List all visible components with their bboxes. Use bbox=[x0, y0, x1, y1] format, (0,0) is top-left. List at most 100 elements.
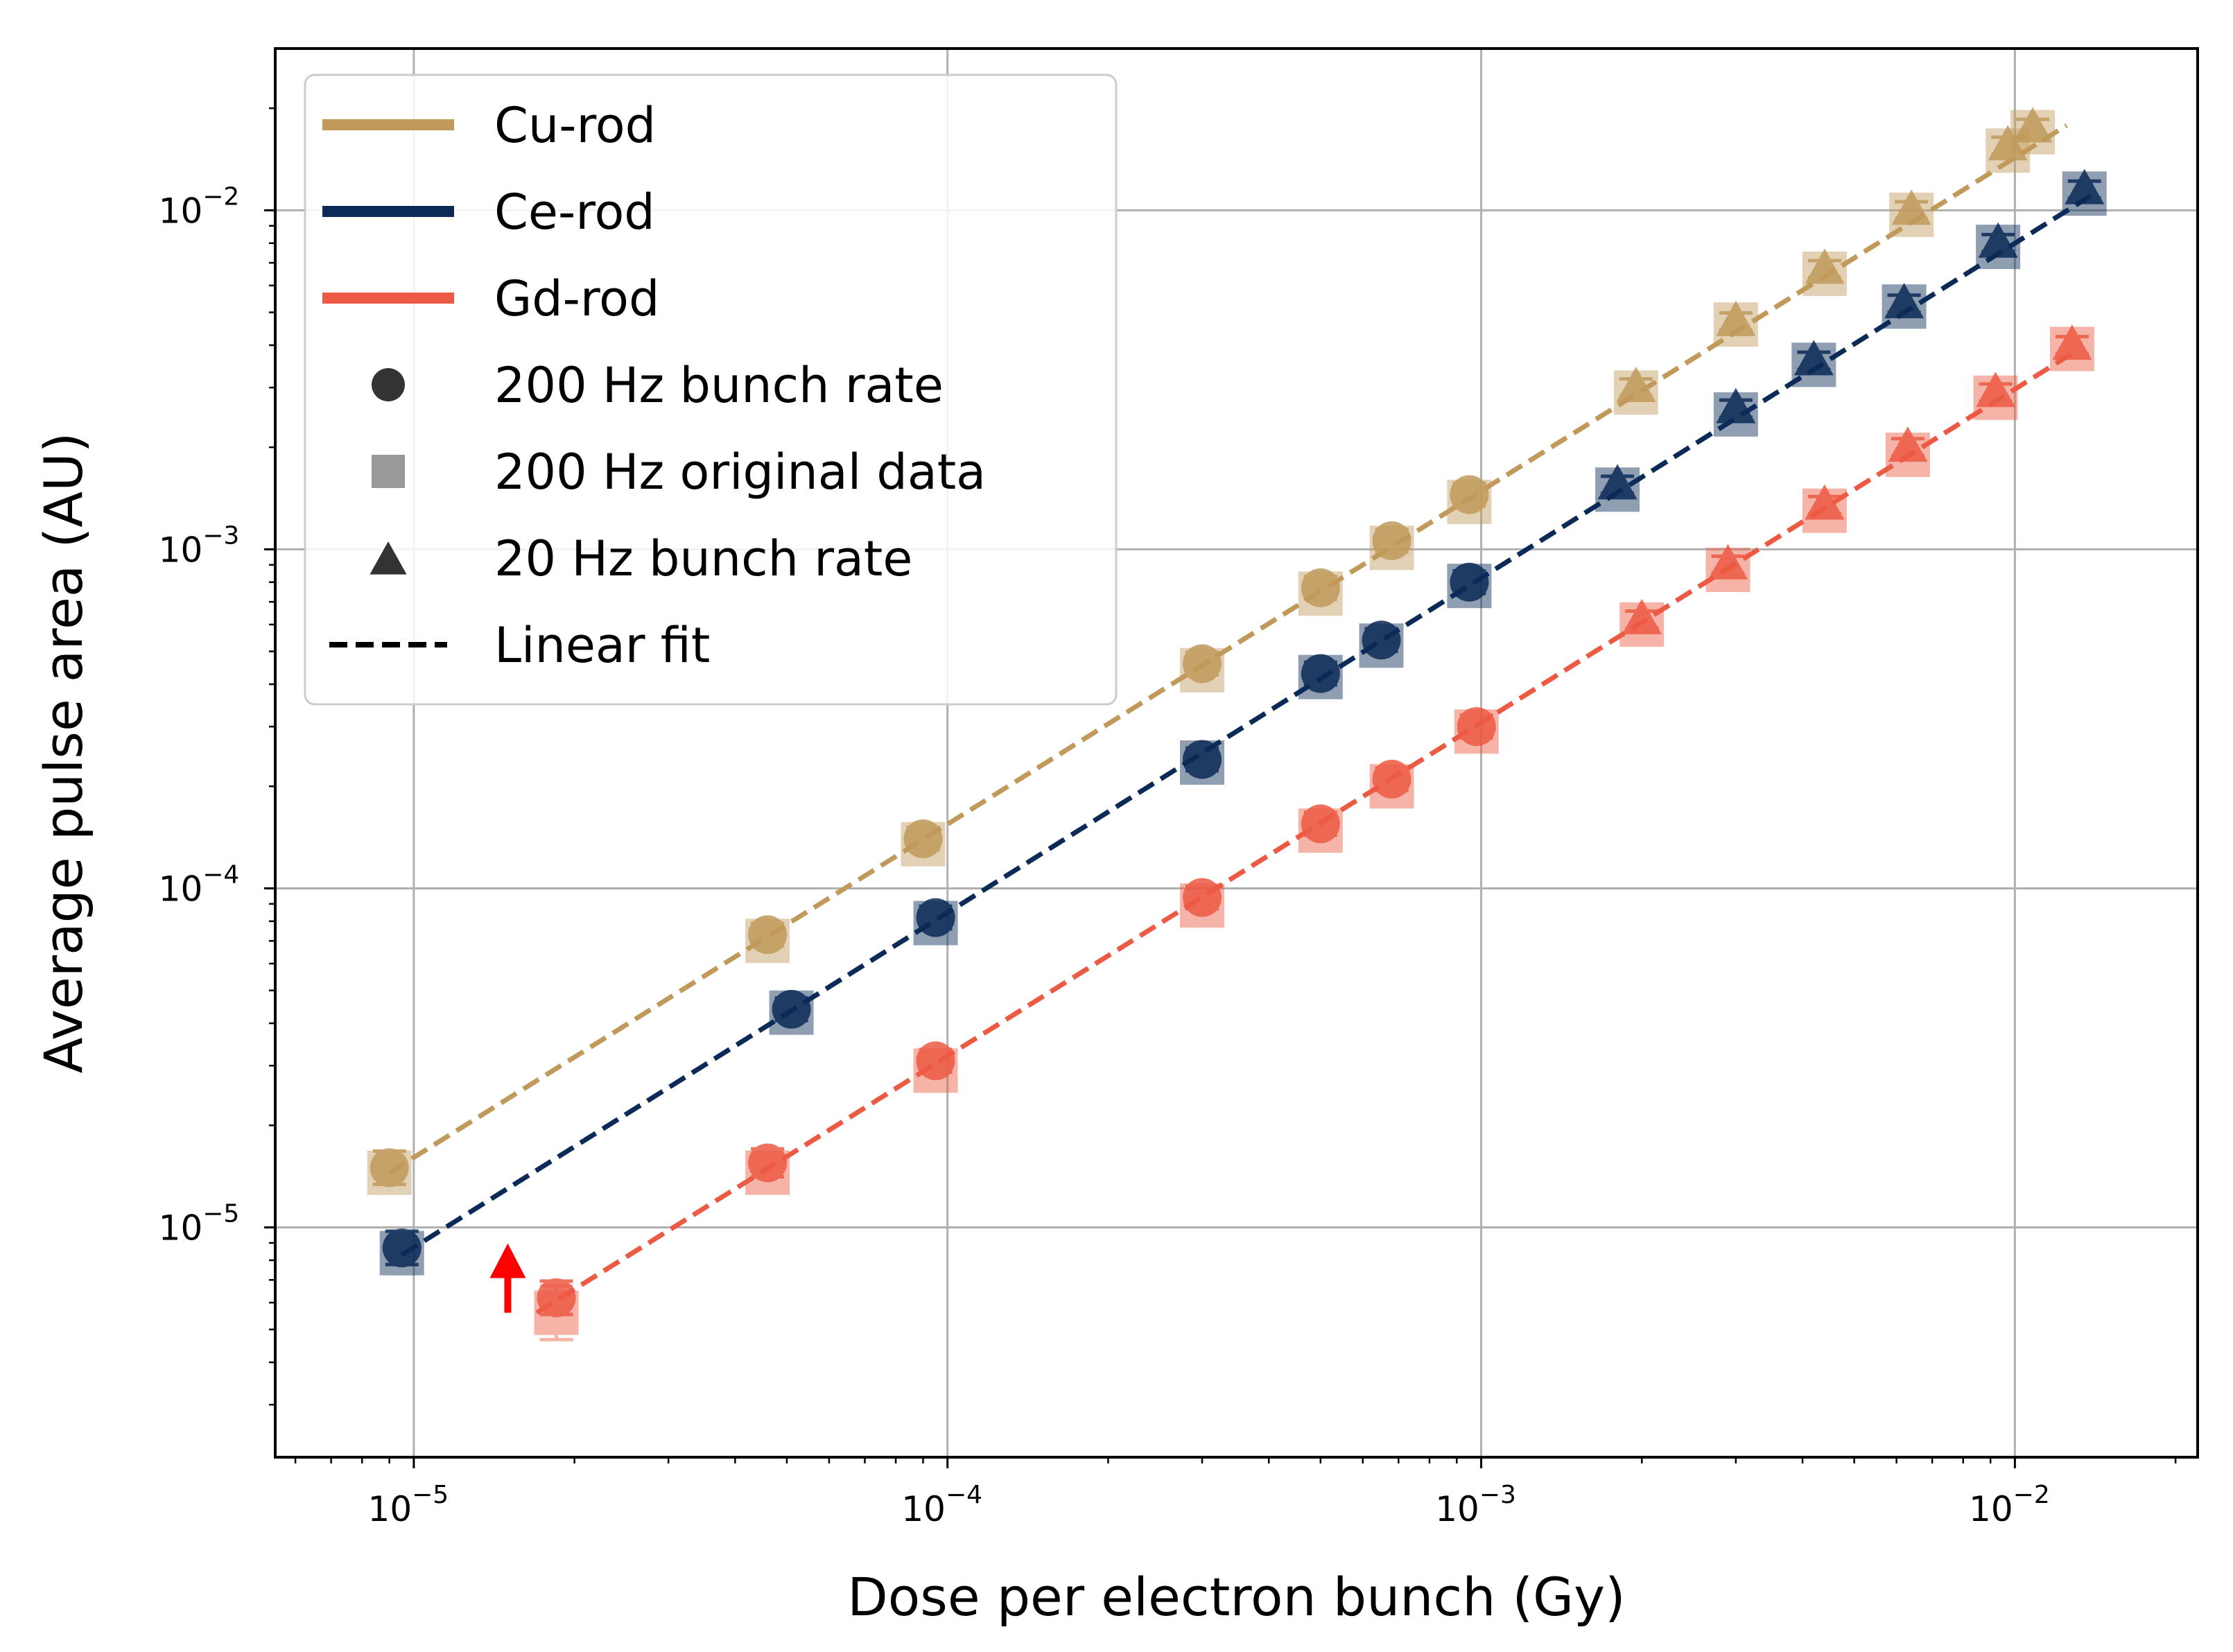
legend-label: 200 Hz original data bbox=[494, 444, 986, 501]
marker-triangle bbox=[2013, 107, 2053, 143]
y-tick-label: 10−3 bbox=[159, 521, 240, 570]
ce-rod-point-circle bbox=[1301, 654, 1340, 693]
marker-circle bbox=[1183, 740, 1222, 779]
marker-triangle bbox=[1988, 125, 2028, 161]
data-points bbox=[367, 107, 2107, 1341]
marker-circle bbox=[1301, 654, 1340, 693]
gd-rod-point-circle bbox=[1372, 759, 1411, 799]
legend-box bbox=[304, 73, 1118, 706]
ce-rod-point-circle bbox=[772, 989, 811, 1029]
marker-triangle bbox=[1805, 248, 1845, 284]
cu-rod-point-circle bbox=[1372, 521, 1411, 561]
marker-circle bbox=[748, 915, 788, 955]
marker-triangle bbox=[1616, 367, 1656, 403]
cu-rod-point-circle bbox=[370, 1148, 409, 1188]
legend-triangle-swatch bbox=[370, 541, 407, 575]
legend-entry-200-hz-bunch-rate: 200 Hz bunch rate bbox=[372, 357, 944, 414]
ce-rod-point-circle bbox=[1362, 620, 1401, 660]
marker-triangle bbox=[1622, 598, 1662, 634]
gd-rod-point-circle bbox=[916, 1041, 955, 1081]
marker-triangle bbox=[1597, 464, 1637, 500]
gd-rod-point-triangle bbox=[1805, 484, 1845, 520]
cu-rod-point-circle bbox=[1183, 644, 1222, 684]
cu-rod-point-circle bbox=[748, 915, 788, 955]
gd-rod-point-circle bbox=[1301, 804, 1340, 844]
legend-entry-200-hz-original-data: 200 Hz original data bbox=[372, 444, 986, 501]
marker-triangle bbox=[1708, 544, 1748, 580]
legend-label: Gd-rod bbox=[494, 270, 659, 327]
x-tick-label: 10−5 bbox=[368, 1481, 449, 1529]
gd-rod-point-circle bbox=[1183, 878, 1222, 917]
marker-circle bbox=[1301, 804, 1340, 844]
marker-circle bbox=[748, 1143, 788, 1183]
marker-circle bbox=[1450, 475, 1489, 514]
legend-label: 200 Hz bunch rate bbox=[494, 357, 944, 414]
marker-circle bbox=[1372, 521, 1411, 561]
y-axis-title: Average pulse area (AU) bbox=[33, 433, 94, 1074]
gd-rod-point-triangle bbox=[2052, 324, 2092, 360]
annotations bbox=[489, 1243, 526, 1313]
marker-circle bbox=[916, 1041, 955, 1081]
marker-circle bbox=[1372, 759, 1411, 799]
marker-circle bbox=[1301, 568, 1340, 607]
legend-square-swatch bbox=[372, 455, 405, 488]
marker-triangle bbox=[1793, 340, 1834, 376]
gd-rod-point-triangle bbox=[1708, 544, 1748, 580]
ce-rod-point-triangle bbox=[1793, 340, 1834, 376]
legend-entry-20-hz-bunch-rate: 20 Hz bunch rate bbox=[370, 530, 912, 587]
gd-rod-point-triangle bbox=[1888, 426, 1928, 462]
legend-label: Linear fit bbox=[494, 617, 710, 674]
legend-label: 20 Hz bunch rate bbox=[494, 530, 912, 587]
ce-rod-point-circle bbox=[382, 1228, 422, 1268]
marker-triangle bbox=[1891, 189, 1931, 225]
marker-triangle bbox=[2052, 324, 2092, 360]
cu-rod-point-circle bbox=[903, 819, 943, 858]
cu-rod-point-triangle bbox=[1616, 367, 1656, 403]
marker-triangle bbox=[1805, 484, 1845, 520]
marker-triangle bbox=[2065, 168, 2105, 205]
legend-entry-ce-rod: Ce-rod bbox=[322, 184, 655, 241]
cu-rod-point-triangle bbox=[2013, 107, 2053, 143]
cu-rod-point-triangle bbox=[1805, 248, 1845, 284]
cu-rod-point-circle bbox=[1301, 568, 1340, 607]
arrow-head bbox=[489, 1243, 526, 1278]
marker-triangle bbox=[1716, 300, 1756, 336]
gd-rod-point-triangle bbox=[1976, 372, 2016, 408]
cu-rod-fit-line bbox=[388, 123, 2068, 1175]
red-up-arrow bbox=[489, 1243, 526, 1313]
plot-area-frame bbox=[274, 47, 2199, 1459]
gd-rod-point-circle bbox=[537, 1278, 576, 1318]
x-axis-title: Dose per electron bunch (Gy) bbox=[847, 1566, 1625, 1628]
marker-circle bbox=[1457, 707, 1496, 747]
legend-entry-gd-rod: Gd-rod bbox=[322, 270, 659, 327]
cu-rod-point-triangle bbox=[1891, 189, 1931, 225]
legend-label: Cu-rod bbox=[494, 97, 656, 154]
x-tick-label: 10−3 bbox=[1435, 1481, 1516, 1529]
marker-circle bbox=[537, 1278, 576, 1318]
cu-rod-point-circle bbox=[1450, 475, 1489, 514]
marker-circle bbox=[1183, 644, 1222, 684]
marker-circle bbox=[370, 1148, 409, 1188]
y-tick-label: 10−4 bbox=[159, 860, 240, 909]
marker-circle bbox=[1362, 620, 1401, 660]
legend: Cu-rod Ce-rod Gd-rod 200 Hz bunch rate 200 H… bbox=[304, 73, 1118, 706]
marker-triangle bbox=[1976, 372, 2016, 408]
marker-circle bbox=[916, 898, 955, 937]
gd-rod-point-circle bbox=[1457, 707, 1496, 747]
marker-circle bbox=[1450, 562, 1489, 602]
marker-circle bbox=[1183, 878, 1222, 917]
axis-ticks: 10−5 10−4 10−3 10−2 10−5 10−4 10−3 10−2 bbox=[159, 107, 2177, 1529]
marker-triangle bbox=[1888, 426, 1928, 462]
marker-triangle bbox=[1716, 388, 1756, 424]
legend-entry-cu-rod: Cu-rod bbox=[322, 97, 656, 154]
gd-rod-point-triangle bbox=[1622, 598, 1662, 634]
marker-triangle bbox=[1884, 283, 1924, 319]
ce-rod-point-circle bbox=[916, 898, 955, 937]
marker-triangle bbox=[1978, 222, 2018, 258]
y-tick-label: 10−5 bbox=[159, 1200, 240, 1249]
ce-rod-point-triangle bbox=[1884, 283, 1924, 319]
ce-rod-point-triangle bbox=[2065, 168, 2105, 205]
ce-rod-point-triangle bbox=[1597, 464, 1637, 500]
marker-circle bbox=[903, 819, 943, 858]
gd-rod-point-circle bbox=[748, 1143, 788, 1183]
